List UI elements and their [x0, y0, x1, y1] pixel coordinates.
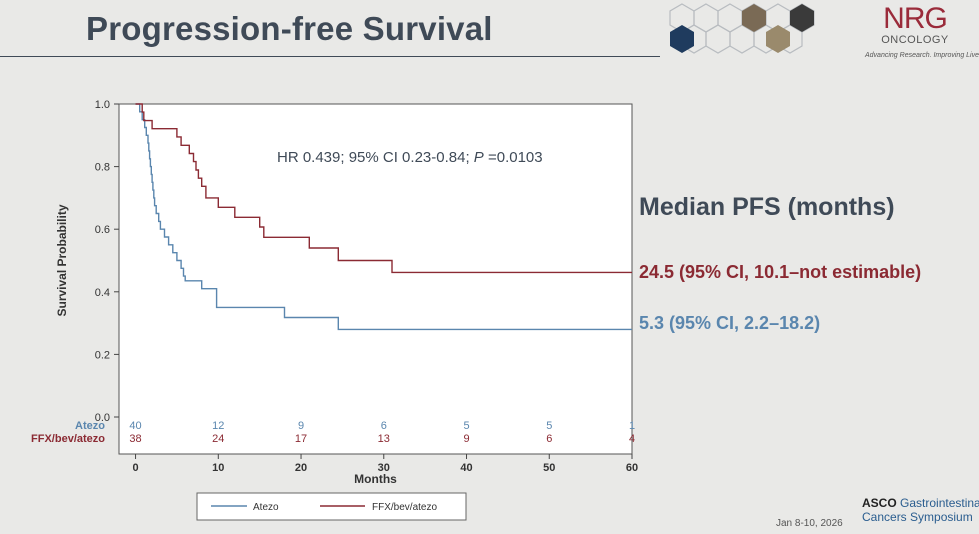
x-tick-label: 50	[543, 462, 555, 474]
risk-count: 5	[546, 420, 552, 432]
x-tick-label: 60	[626, 462, 638, 474]
y-tick-label: 0.6	[95, 224, 110, 236]
median-pfs-heading: Median PFS (months)	[639, 193, 895, 221]
risk-count: 24	[212, 433, 224, 445]
x-tick-label: 30	[378, 462, 390, 474]
risk-count: 9	[463, 433, 469, 445]
slide-title: Progression-free Survival	[86, 10, 493, 47]
risk-count: 4	[629, 433, 635, 445]
conference-date: Jan 8-10, 2026	[776, 518, 843, 529]
x-tick-label: 40	[460, 462, 472, 474]
risk-count: 6	[381, 420, 387, 432]
logo-tagline: Advancing Research. Improving Lives.™	[865, 52, 979, 59]
asco-line2: Cancers Symposium	[862, 510, 973, 524]
hexagon-graphic	[669, 3, 815, 54]
risk-count: 17	[295, 433, 307, 445]
km-curve-ffx-bev-atezo	[135, 103, 632, 274]
asco-line1: Gastrointestinal	[900, 496, 979, 510]
median-atezo-value: 5.3 (95% CI, 2.2–18.2)	[639, 313, 821, 333]
risk-count: 5	[463, 420, 469, 432]
risk-row-label: FFX/bev/atezo	[31, 433, 105, 445]
plot-frame	[118, 103, 633, 455]
legend-label: FFX/bev/atezo	[372, 502, 437, 513]
median-ffx-value: 24.5 (95% CI, 10.1–not estimable)	[639, 262, 922, 282]
risk-count: 13	[378, 433, 390, 445]
y-tick-label: 0.4	[95, 287, 110, 299]
x-axis-label: Months	[354, 472, 397, 486]
legend-label: Atezo	[253, 502, 279, 513]
risk-row-label: Atezo	[75, 420, 105, 432]
risk-count: 38	[129, 433, 141, 445]
y-tick-label: 0.2	[95, 349, 110, 361]
x-tick-label: 0	[132, 462, 138, 474]
km-curve-atezo	[135, 103, 632, 331]
nrg-oncology-logo: NRG ONCOLOGY Advancing Research. Improvi…	[865, 2, 979, 60]
asco-logo: ASCO Gastrointestinal Cancers Symposium	[862, 496, 979, 524]
y-axis-label: Survival Probability	[55, 204, 69, 316]
x-tick-label: 20	[295, 462, 307, 474]
risk-count: 40	[129, 420, 141, 432]
hr-annotation: HR 0.439; 95% CI 0.23-0.84; P =0.0103	[277, 149, 543, 166]
risk-count: 1	[629, 420, 635, 432]
logo-sub: ONCOLOGY	[881, 34, 949, 46]
risk-count: 9	[298, 420, 304, 432]
title-rule	[0, 56, 660, 57]
logo-main: NRG	[883, 2, 948, 35]
risk-count: 6	[546, 433, 552, 445]
risk-count: 12	[212, 420, 224, 432]
asco-brand: ASCO	[862, 496, 897, 510]
y-tick-label: 0.0	[95, 412, 110, 424]
y-tick-label: 0.8	[95, 162, 110, 174]
y-tick-label: 1.0	[95, 99, 110, 111]
x-tick-label: 10	[212, 462, 224, 474]
